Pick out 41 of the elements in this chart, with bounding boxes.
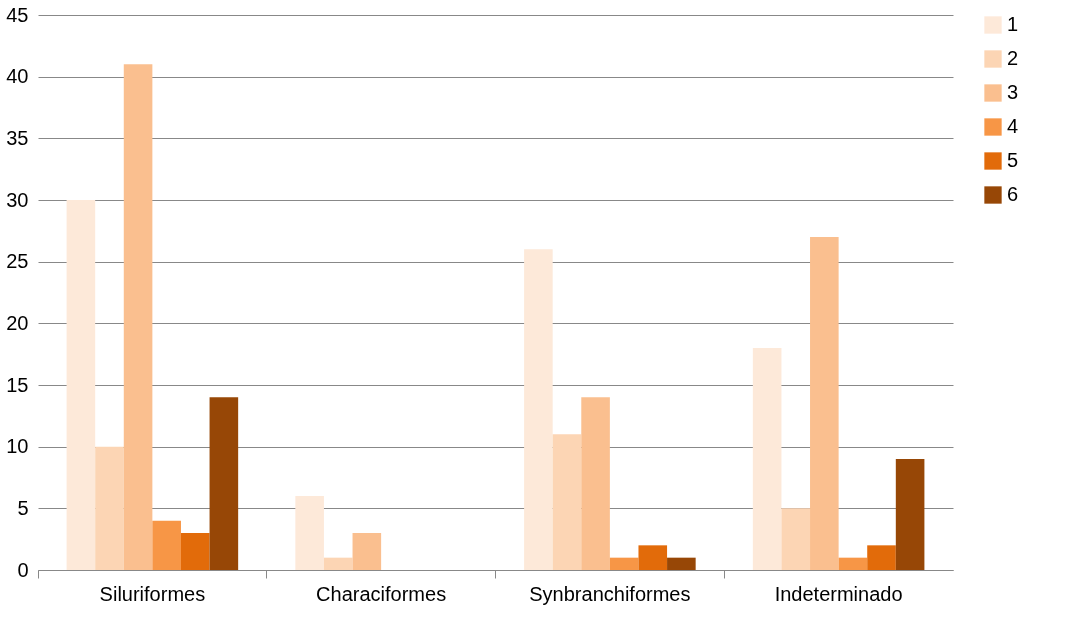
bar	[667, 557, 696, 570]
legend-label: 1	[1007, 13, 1019, 35]
y-tick-label: 45	[6, 3, 29, 26]
bar	[867, 545, 896, 570]
x-tick-label: Indeterminado	[774, 582, 903, 605]
bar	[209, 397, 239, 570]
legend-label: 5	[1007, 149, 1019, 171]
y-tick-label: 15	[6, 373, 29, 396]
legend-label: 4	[1007, 115, 1019, 137]
y-tick-label: 0	[17, 558, 29, 581]
bar	[352, 533, 382, 570]
bar	[180, 533, 210, 570]
bar	[638, 545, 668, 570]
bar	[524, 249, 553, 570]
bar	[95, 446, 124, 570]
bar	[581, 397, 610, 570]
bar	[295, 496, 324, 570]
bar	[609, 557, 639, 570]
bar	[752, 348, 782, 570]
legend-label: 2	[1007, 47, 1019, 69]
x-tick-label: Siluriformes	[99, 582, 206, 605]
bar	[66, 200, 96, 570]
x-tick-label: Synbranchiformes	[529, 582, 691, 605]
bar	[895, 459, 925, 570]
bar	[323, 557, 353, 570]
bar	[123, 64, 153, 570]
bar	[810, 237, 839, 570]
y-tick-label: 25	[6, 250, 29, 273]
y-tick-label: 40	[6, 65, 29, 88]
bar	[152, 520, 181, 570]
y-tick-label: 30	[6, 188, 29, 211]
bar	[552, 434, 582, 570]
legend-label: 6	[1007, 183, 1019, 205]
bar	[781, 508, 811, 570]
y-tick-label: 35	[6, 126, 29, 149]
legend-label: 3	[1007, 81, 1019, 103]
y-tick-label: 5	[17, 496, 29, 519]
y-tick-label: 10	[6, 435, 29, 458]
y-tick-label: 20	[6, 311, 29, 334]
bar	[838, 557, 868, 570]
x-tick-label: Characiformes	[316, 582, 447, 605]
